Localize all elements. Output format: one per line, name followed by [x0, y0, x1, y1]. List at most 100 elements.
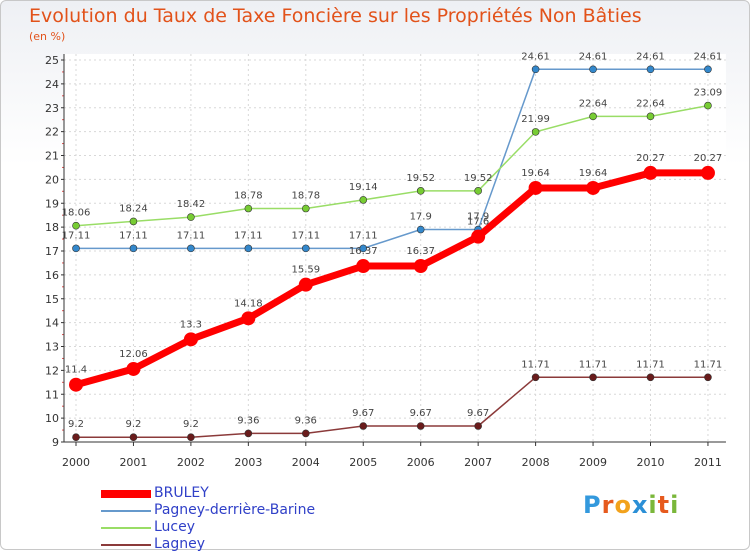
x-tick-label: 2000	[62, 456, 90, 469]
data-point	[301, 204, 310, 213]
data-point	[72, 433, 80, 442]
data-point	[700, 165, 715, 180]
data-point	[589, 65, 597, 74]
data-label: 17.6	[467, 217, 489, 228]
data-label: 11.71	[579, 359, 608, 370]
legend-swatch	[101, 510, 151, 512]
data-point	[416, 422, 425, 430]
data-point	[359, 196, 368, 204]
y-tick-label: 22	[45, 126, 59, 139]
y-tick-label: 16	[45, 269, 59, 282]
data-label: 9.2	[183, 419, 199, 430]
series-line-pagney-derri-re-barine	[76, 68, 708, 250]
data-label: 17.11	[349, 230, 378, 241]
data-point	[183, 332, 198, 347]
data-label: 9.67	[410, 408, 432, 419]
data-point	[129, 433, 138, 442]
x-tick-label: 2006	[407, 456, 435, 469]
data-label: 17.11	[119, 230, 148, 241]
logo-letter: i	[648, 491, 658, 519]
data-point	[643, 165, 658, 180]
y-tick-label: 10	[45, 412, 59, 425]
y-tick-label: 23	[45, 102, 59, 115]
y-tick-label: 17	[45, 245, 59, 258]
data-label: 24.61	[694, 51, 723, 62]
data-point	[531, 373, 540, 382]
x-tick-label: 2003	[234, 456, 262, 469]
data-point	[528, 180, 543, 195]
proxiti-logo: Proxiti	[583, 491, 679, 519]
data-point	[413, 259, 428, 274]
data-point	[298, 277, 313, 292]
data-label: 17.9	[467, 212, 489, 223]
legend-label: Lagney	[154, 536, 206, 552]
data-label: 9.2	[68, 419, 84, 430]
legend-label: BRULEY	[154, 485, 209, 501]
data-label: 17.9	[410, 212, 432, 223]
legend-label: Pagney-derrière-Barine	[154, 502, 316, 518]
line-chart: 9 10 11 12 13 14 15 16 17 18 19 20 21 22 23 24 25 2000 200…	[45, 51, 726, 469]
data-label: 21.99	[521, 114, 550, 125]
y-tick-label: 19	[45, 197, 59, 210]
data-point	[586, 180, 601, 195]
data-point	[531, 128, 540, 136]
y-tick-label: 21	[45, 150, 59, 163]
data-label: 13.3	[180, 319, 202, 330]
data-point	[646, 373, 655, 382]
data-label: 18.24	[119, 203, 148, 214]
data-label: 16.37	[406, 246, 435, 257]
data-label: 11.4	[65, 365, 87, 376]
data-label: 17.11	[177, 230, 206, 241]
y-tick-label: 12	[45, 364, 59, 377]
data-label: 16.37	[349, 246, 378, 257]
data-label: 9.36	[295, 415, 317, 426]
x-tick-label: 2002	[177, 456, 205, 469]
data-label: 17.11	[234, 230, 263, 241]
data-point	[301, 244, 310, 253]
data-label: 20.27	[636, 153, 665, 164]
logo-letter: i	[670, 491, 680, 519]
x-tick-label: 2005	[349, 456, 377, 469]
data-label: 9.2	[125, 419, 141, 430]
data-label: 18.78	[291, 191, 320, 202]
data-label: 11.71	[636, 359, 665, 370]
data-point	[416, 187, 425, 195]
legend-swatch	[101, 490, 151, 498]
data-label: 11.71	[521, 359, 550, 370]
data-point	[474, 187, 482, 195]
y-tick-label: 25	[45, 54, 59, 67]
x-tick-label: 2011	[694, 456, 722, 469]
data-point	[589, 373, 597, 382]
data-point	[72, 221, 80, 230]
series-line-bruley	[75, 169, 708, 389]
data-point	[241, 311, 256, 326]
logo-letter: r	[601, 491, 615, 519]
y-tick-label: 11	[45, 388, 59, 401]
data-label: 19.52	[464, 173, 493, 184]
data-label: 9.67	[352, 408, 374, 419]
data-point	[471, 229, 486, 244]
x-tick-label: 2007	[464, 456, 492, 469]
data-label: 22.64	[579, 98, 608, 109]
data-label: 19.52	[406, 173, 435, 184]
data-point	[244, 429, 253, 438]
data-label: 20.27	[694, 153, 723, 164]
legend-label: Lucey	[154, 519, 196, 535]
data-label: 19.64	[579, 168, 608, 179]
data-label: 9.67	[467, 408, 489, 419]
data-point	[589, 112, 597, 121]
data-point	[359, 244, 368, 253]
data-point	[704, 373, 712, 382]
data-label: 17.11	[62, 230, 91, 241]
data-point	[301, 429, 310, 438]
data-label: 17.11	[291, 230, 320, 241]
data-point	[359, 422, 368, 430]
data-label: 18.06	[62, 208, 91, 219]
data-point	[72, 244, 80, 253]
x-tick-label: 2008	[522, 456, 550, 469]
y-tick-label: 15	[45, 293, 59, 306]
x-tick-label: 2010	[637, 456, 665, 469]
data-label: 19.14	[349, 182, 378, 193]
data-label: 12.06	[119, 349, 148, 360]
y-tick-label: 18	[45, 221, 59, 234]
